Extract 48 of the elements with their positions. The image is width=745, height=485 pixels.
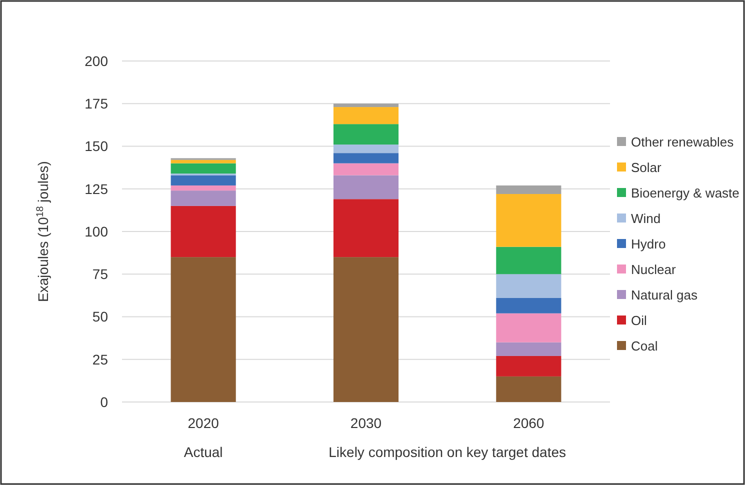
y-tick-label: 100	[84, 223, 108, 240]
bar	[170, 175, 236, 186]
bar	[333, 163, 399, 176]
legend-label: Solar	[631, 160, 662, 176]
legend-label: Coal	[631, 338, 658, 354]
bar	[333, 104, 399, 108]
y-tick-label: 125	[84, 180, 108, 197]
text: Likely composition on key target dates	[328, 444, 566, 460]
bar	[170, 206, 236, 258]
y-tick-label: 25	[92, 351, 108, 368]
bar	[496, 194, 562, 247]
bar	[170, 257, 236, 402]
y-tick-label: 150	[84, 138, 108, 154]
bar	[496, 185, 562, 194]
bar	[496, 313, 562, 342]
y-tick-label: 200	[84, 52, 108, 69]
legend-label: Hydro	[631, 236, 666, 252]
legend-label: Other renewables	[631, 134, 734, 150]
bar	[333, 144, 399, 154]
legend-label: Nuclear	[631, 262, 676, 278]
legend-label: Oil	[631, 313, 647, 328]
text: Actual	[184, 444, 223, 460]
bar	[170, 163, 236, 174]
bar	[333, 175, 399, 200]
bar	[170, 185, 236, 191]
legend-label: Bioenergy & waste	[631, 186, 740, 201]
bar	[496, 298, 562, 314]
legend-label: Natural gas	[631, 288, 698, 303]
bar	[333, 107, 399, 124]
bar	[496, 342, 562, 356]
bar	[170, 190, 236, 206]
legend-label: Wind	[631, 211, 661, 226]
bar	[496, 246, 562, 274]
bar	[496, 274, 562, 298]
bar	[496, 376, 562, 402]
bar	[333, 257, 399, 402]
y-tick-label: 175	[84, 96, 108, 112]
y-tick-label: 75	[92, 266, 108, 282]
y-tick-label: 0	[100, 394, 108, 410]
bar	[333, 199, 399, 258]
bar	[333, 153, 399, 164]
bar	[333, 124, 399, 145]
bar	[170, 160, 236, 164]
x-tick-label: 2060	[513, 415, 544, 431]
y-tick-label: 50	[92, 308, 108, 325]
x-tick-label: 2020	[188, 415, 220, 431]
bar	[496, 356, 562, 376]
x-tick-label: 2030	[350, 415, 382, 431]
